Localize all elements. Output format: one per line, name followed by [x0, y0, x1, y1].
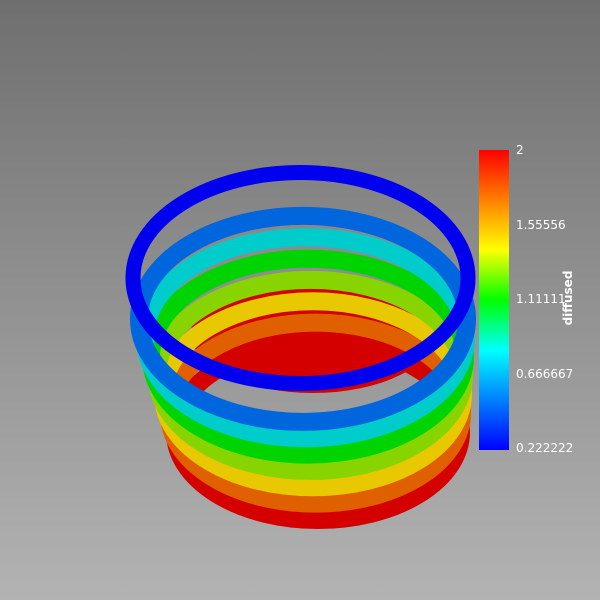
colorbar-tick-4: 0.666667 — [516, 367, 574, 381]
colorbar-tick-max: 2 — [516, 143, 524, 157]
colorbar-title: diffused — [561, 270, 575, 326]
colorbar-tick-2: 1.55556 — [516, 218, 566, 232]
colorbar-tick-min: 0.222222 — [516, 441, 574, 455]
colorbar-tick-3: 1.11111 — [516, 292, 566, 306]
color-legend-bar — [479, 150, 509, 450]
cylinder-band-8 — [125, 165, 476, 391]
